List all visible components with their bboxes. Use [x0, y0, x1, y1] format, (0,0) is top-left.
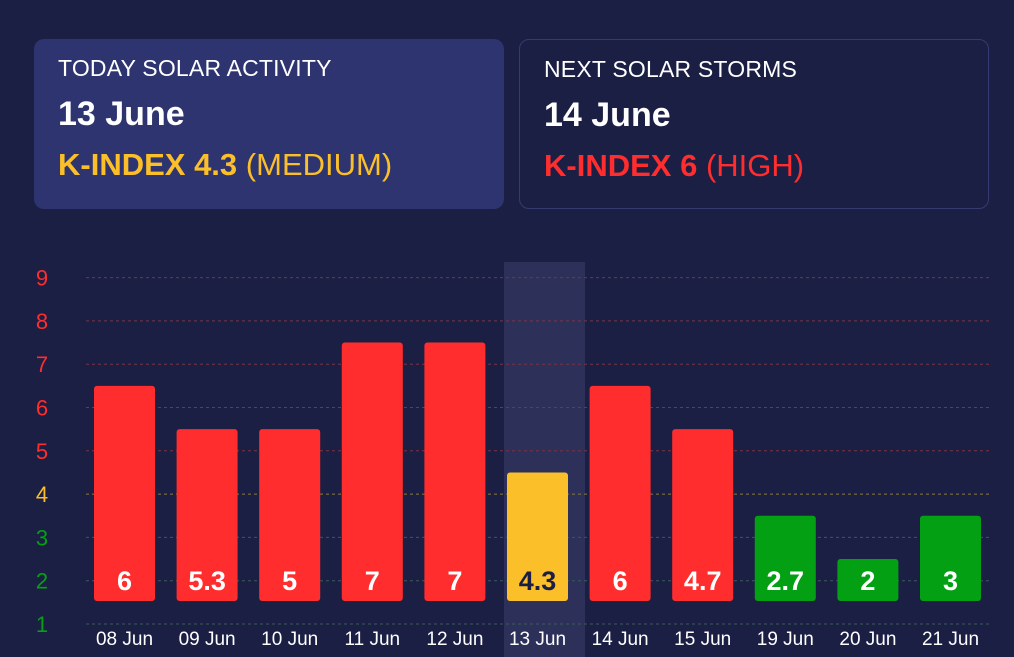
x-tick-label: 20 Jun: [839, 629, 896, 650]
bar: [94, 385, 155, 601]
x-tick-label: 15 Jun: [674, 629, 731, 650]
y-tick-label: 1: [36, 612, 48, 637]
y-tick-label: 8: [36, 309, 48, 334]
bar-value-label: 4.3: [519, 566, 557, 596]
x-tick-label: 19 Jun: [757, 629, 814, 650]
y-tick-label: 2: [36, 569, 48, 594]
today-date: 13 June: [58, 95, 185, 133]
bar: [672, 429, 734, 601]
y-tick-label: 9: [36, 266, 48, 291]
next-storm-card: NEXT SOLAR STORMS 14 June K-INDEX 6 (HIG…: [519, 39, 989, 209]
today-level: (MEDIUM): [245, 147, 393, 182]
x-tick-label: 13 Jun: [509, 629, 566, 650]
bar: [259, 429, 321, 601]
today-card: TODAY SOLAR ACTIVITY 13 June K-INDEX 4.3…: [34, 39, 504, 209]
bar: [754, 515, 816, 601]
bar: [837, 559, 899, 601]
today-label: TODAY SOLAR ACTIVITY: [58, 55, 332, 81]
bar-value-label: 5: [282, 566, 297, 596]
bar: [341, 342, 403, 601]
bar-value-label: 4.7: [684, 566, 722, 596]
bar-value-label: 2.7: [767, 566, 805, 596]
x-tick-label: 21 Jun: [922, 629, 979, 650]
x-tick-label: 10 Jun: [261, 629, 318, 650]
x-tick-label: 08 Jun: [96, 629, 153, 650]
next-kindex-line: K-INDEX 6 (HIGH): [544, 148, 964, 184]
y-tick-label: 3: [36, 525, 48, 550]
x-tick-label: 14 Jun: [592, 629, 649, 650]
next-level: (HIGH): [705, 148, 805, 183]
bar: [920, 515, 981, 601]
bar-value-label: 2: [860, 566, 875, 596]
bar: [424, 342, 486, 601]
next-kindex: K-INDEX 6: [544, 148, 698, 183]
bar-value-label: 5.3: [188, 566, 226, 596]
y-tick-label: 6: [36, 396, 48, 421]
next-date: 14 June: [544, 96, 671, 134]
today-kindex: K-INDEX 4.3: [58, 147, 238, 182]
bar-value-label: 6: [117, 566, 132, 596]
bar-value-label: 7: [447, 566, 462, 596]
y-tick-label: 4: [36, 482, 48, 507]
bar-value-label: 3: [943, 566, 958, 596]
x-tick-label: 09 Jun: [179, 629, 236, 650]
next-label: NEXT SOLAR STORMS: [544, 56, 798, 82]
y-tick-label: 5: [36, 439, 48, 464]
y-tick-label: 7: [36, 352, 48, 377]
bar: [507, 472, 568, 601]
x-tick-label: 12 Jun: [426, 629, 483, 650]
bar: [589, 385, 651, 601]
bar: [176, 429, 238, 601]
x-tick-label: 11 Jun: [344, 629, 400, 650]
bar-value-label: 6: [613, 566, 628, 596]
bar-value-label: 7: [365, 566, 380, 596]
today-kindex-line: K-INDEX 4.3 (MEDIUM): [58, 147, 480, 183]
